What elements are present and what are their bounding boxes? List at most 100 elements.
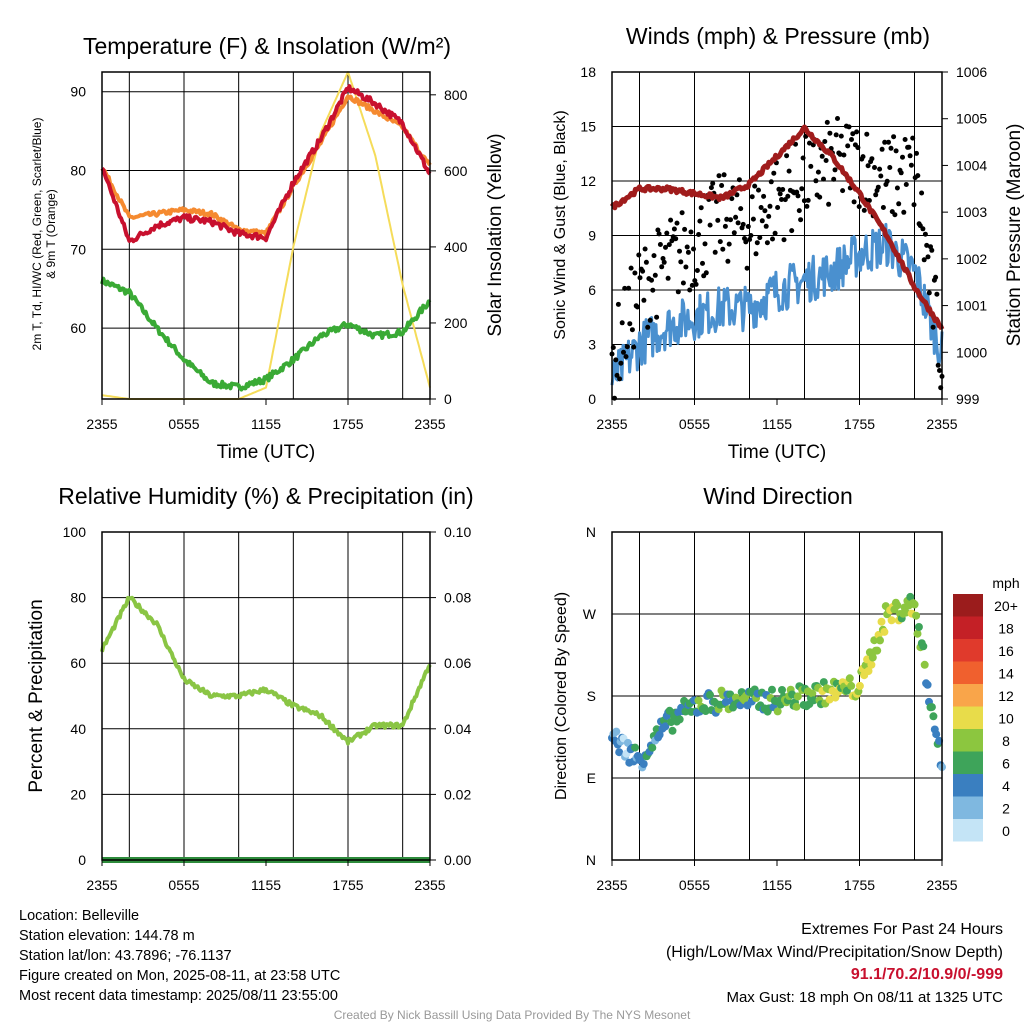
gust-point xyxy=(832,167,838,173)
gust-point xyxy=(934,291,940,297)
gust-point xyxy=(708,185,714,191)
x-tick-label: 1755 xyxy=(332,877,363,893)
gust-point xyxy=(656,231,662,237)
gust-point xyxy=(933,274,939,280)
latlon-text: Station lat/lon: 43.7896; -76.1137 xyxy=(19,948,232,964)
direction-point xyxy=(877,617,886,626)
y-tick-label-left: 15 xyxy=(580,119,596,135)
y-tick-label-right: 200 xyxy=(444,315,468,331)
direction-point xyxy=(887,616,896,625)
direction-point xyxy=(935,736,944,745)
gust-point xyxy=(693,281,699,287)
humidity-panel: Relative Humidity (%) & Precipitation (i… xyxy=(26,483,474,893)
gust-point xyxy=(925,254,931,260)
gust-point xyxy=(756,187,761,193)
gust-point xyxy=(645,324,651,330)
gust-point xyxy=(715,217,721,223)
gust-point xyxy=(698,205,704,211)
gust-point xyxy=(680,280,686,286)
y-tick-label-right: 800 xyxy=(444,87,468,103)
gust-point xyxy=(736,177,742,183)
direction-point xyxy=(694,696,703,705)
direction-point xyxy=(923,680,932,689)
gust-point xyxy=(929,247,935,253)
legend-label: 12 xyxy=(998,688,1014,704)
direction-point xyxy=(906,592,915,601)
direction-point xyxy=(864,667,873,675)
y-tick-label-left: 0 xyxy=(78,852,86,868)
gust-point xyxy=(621,349,626,355)
gust-point xyxy=(619,320,625,326)
humidity-ticks: 2355 0555 1155 1755 23550204060801000.000.02… xyxy=(63,524,472,893)
gust-point xyxy=(694,268,700,273)
winds-grid xyxy=(612,71,942,400)
legend-swatch xyxy=(953,594,983,617)
legend-label: 8 xyxy=(1002,733,1010,749)
gust-point xyxy=(626,285,632,291)
y-tick-label-left: E xyxy=(587,770,596,786)
gust-point xyxy=(720,246,726,252)
legend-label: 18 xyxy=(998,621,1014,637)
gust-point xyxy=(846,124,852,130)
gust-point xyxy=(880,205,886,210)
gust-point xyxy=(768,179,774,185)
gust-point xyxy=(712,249,718,255)
gust-point xyxy=(922,231,928,237)
gust-point xyxy=(679,210,685,216)
gust-point xyxy=(660,256,666,261)
y-tick-label-left: 18 xyxy=(580,64,596,80)
gust-point xyxy=(747,237,753,242)
gust-point xyxy=(831,176,837,182)
direction-point xyxy=(910,600,919,609)
y-tick-label-left: 40 xyxy=(70,721,86,737)
x-tick-label: 0555 xyxy=(168,877,199,893)
y-tick-label-left: 20 xyxy=(70,786,86,802)
y-tick-label-left: 60 xyxy=(70,320,86,336)
x-tick-label: 0555 xyxy=(679,877,710,893)
gust-point xyxy=(921,257,927,263)
gust-point xyxy=(761,193,767,199)
gust-point xyxy=(703,270,709,276)
temperature-panel: Temperature (F) & Insolation (W/m²) 2355… xyxy=(30,33,506,463)
gust-point xyxy=(794,189,800,195)
gust-point xyxy=(864,131,870,137)
gust-point xyxy=(661,259,667,265)
gust-point xyxy=(733,214,739,220)
gust-point xyxy=(687,287,693,293)
y-tick-label-right: 400 xyxy=(444,239,468,255)
gust-point xyxy=(649,277,654,283)
relative-humidity-line xyxy=(100,595,432,746)
x-tick-label: 2355 xyxy=(596,877,627,893)
gust-point xyxy=(659,264,665,270)
extremes-title: Extremes For Past 24 Hours xyxy=(801,921,1003,938)
gust-point xyxy=(647,317,653,323)
legend-swatch xyxy=(953,729,983,752)
x-tick-label: 2355 xyxy=(414,877,445,893)
gust-point xyxy=(725,258,731,264)
gust-point xyxy=(786,168,792,174)
gust-point xyxy=(935,362,941,368)
direction-point xyxy=(932,730,941,739)
y-tick-label-right: 1001 xyxy=(956,298,987,314)
temperature-title: Temperature (F) & Insolation (W/m²) xyxy=(83,33,451,59)
legend-swatch xyxy=(953,616,983,639)
gust-point xyxy=(840,188,846,194)
direction-point xyxy=(880,627,889,636)
gust-point xyxy=(910,135,916,141)
gust-point xyxy=(911,202,917,208)
gust-point xyxy=(821,176,826,182)
direction-point xyxy=(661,722,670,731)
gust-point xyxy=(907,153,913,159)
gust-point xyxy=(652,272,658,278)
legend-label: 0 xyxy=(1002,823,1010,839)
direction-point xyxy=(792,702,801,711)
gust-point xyxy=(717,239,723,245)
direction-point xyxy=(793,692,802,701)
winds-xlabel: Time (UTC) xyxy=(728,442,827,463)
gust-point xyxy=(884,178,890,184)
gust-point xyxy=(684,244,690,250)
gust-point xyxy=(906,144,912,150)
elevation-text: Station elevation: 144.78 m xyxy=(19,928,195,944)
y-tick-label-left: N xyxy=(586,524,596,540)
gust-point xyxy=(781,237,787,243)
